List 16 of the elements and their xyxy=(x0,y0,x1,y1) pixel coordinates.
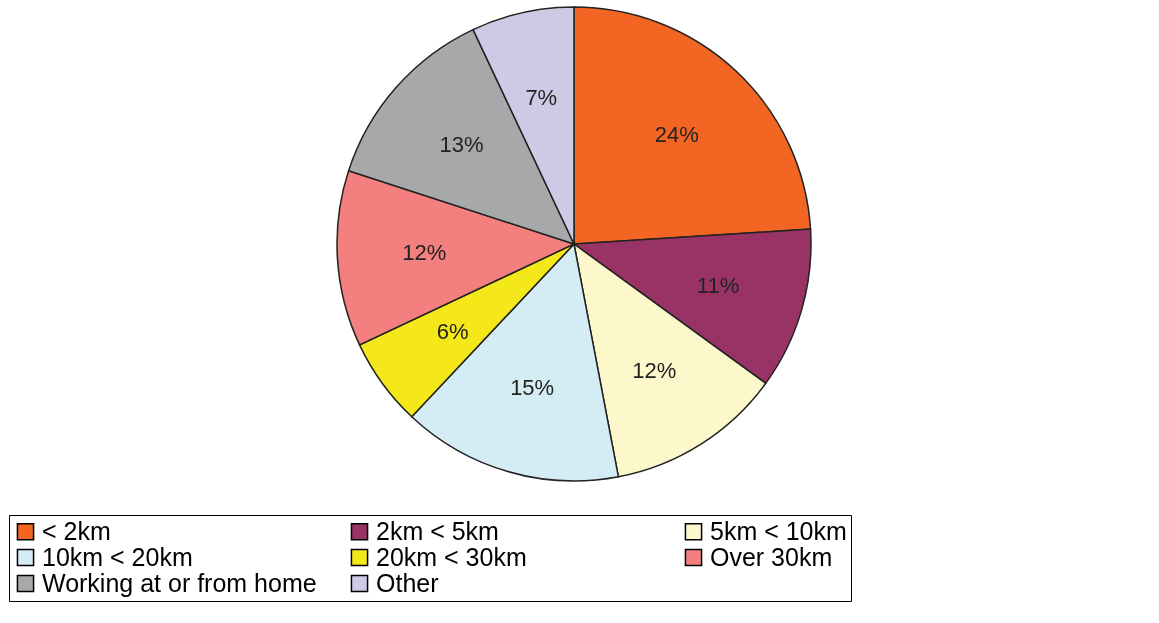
data-label: 15% xyxy=(510,375,555,401)
legend-label: Other xyxy=(376,568,439,597)
legend-label: 2km < 5km xyxy=(376,516,499,545)
data-label: 24% xyxy=(654,121,699,147)
data-label: 12% xyxy=(632,357,677,383)
legend-label: 5km < 10km xyxy=(710,516,847,545)
legend-label: < 2km xyxy=(42,516,111,545)
data-label: 13% xyxy=(439,131,484,157)
data-label: 12% xyxy=(402,240,447,266)
data-label: 7% xyxy=(525,84,558,110)
legend-label: 10km < 20km xyxy=(42,542,193,571)
data-label: 11% xyxy=(696,272,740,298)
legend-label: Over 30km xyxy=(710,542,833,571)
legend-label: 20km < 30km xyxy=(376,542,527,571)
legend-label: Working at or from home xyxy=(42,568,317,597)
data-label: 6% xyxy=(436,319,469,345)
